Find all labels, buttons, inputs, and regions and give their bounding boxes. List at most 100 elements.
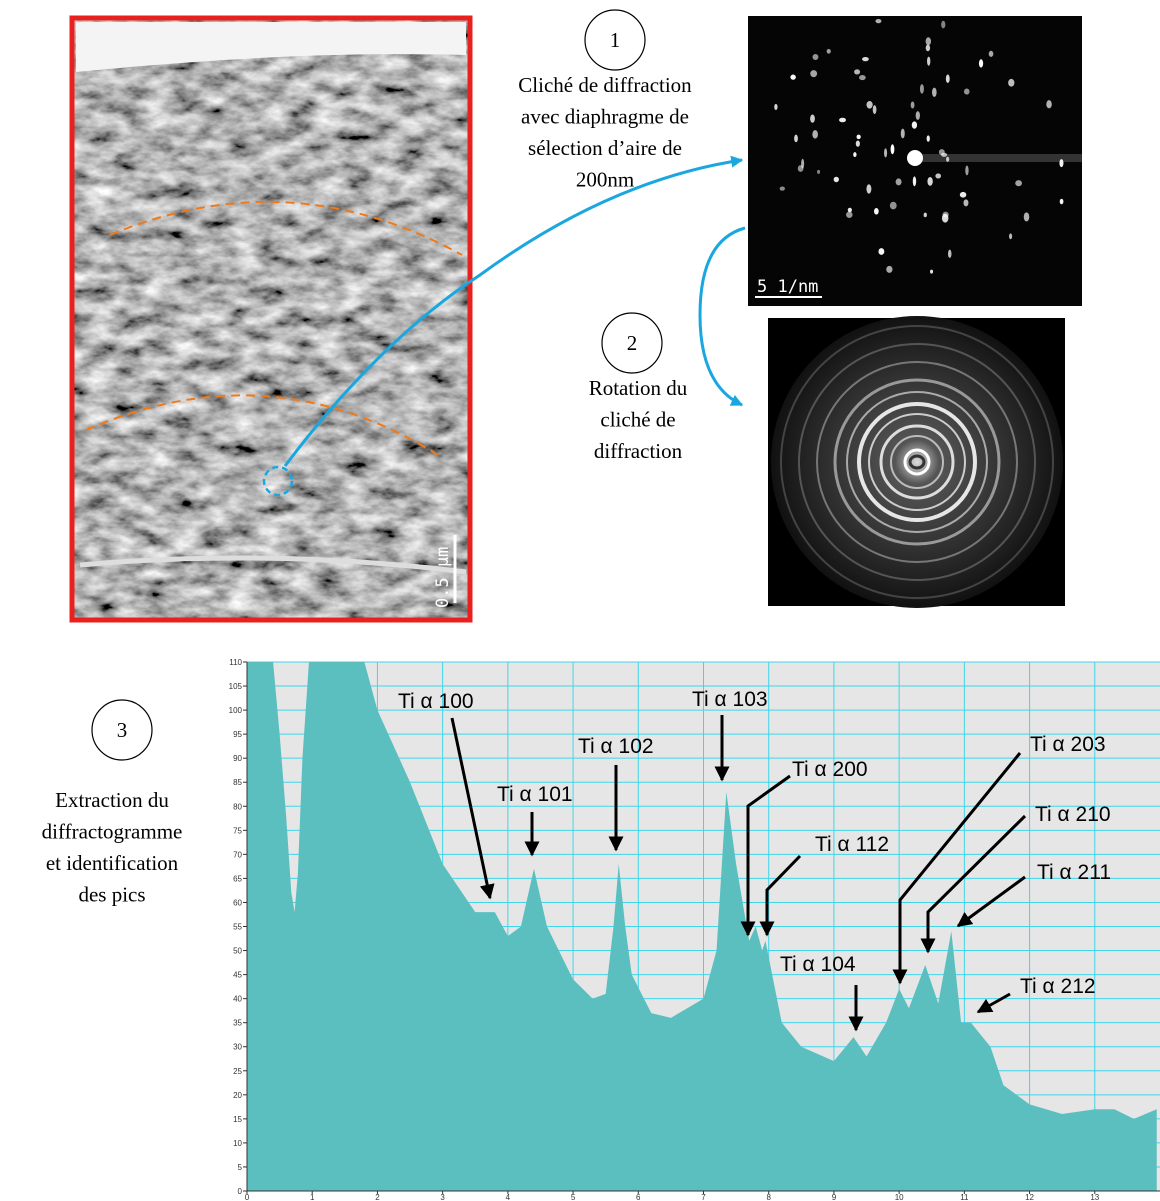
spot [895,178,902,186]
micrograph: 0.5 µm [69,15,473,623]
ring [857,402,977,522]
ring [780,325,1054,599]
spot [794,134,798,143]
y-tick-label: 25 [233,1067,242,1076]
step-caption: sélection d’aire de [528,136,682,160]
y-tick-label: 65 [233,874,242,883]
spot [963,88,970,95]
annotation: Ti α 103 [692,688,768,711]
spot [941,213,949,223]
y-tick-label: 80 [233,802,242,811]
spot [826,48,831,54]
y-tick-label: 85 [233,778,242,787]
ring [890,435,944,489]
spot [919,84,924,94]
step-number: 2 [627,331,638,355]
x-tick-label: 8 [766,1193,771,1201]
y-tick-label: 95 [233,730,242,739]
spot [965,165,969,176]
y-tick-label: 75 [233,826,242,835]
annotation: Ti α 210 [1035,803,1111,826]
x-tick-label: 5 [571,1193,576,1201]
spot [889,201,897,210]
spot [833,176,839,183]
spot [927,56,931,66]
spot [926,135,930,142]
x-tick-label: 10 [895,1193,904,1201]
step-number: 3 [117,718,128,742]
spot [925,37,932,46]
spot [810,114,815,123]
spot [810,70,818,78]
spot [1023,212,1030,222]
scale-bar-label: 0.5 µm [433,547,453,608]
step-captions: 1 Cliché de diffraction avec diaphragme de… [42,9,692,907]
annotation: Ti α 102 [578,735,654,758]
annotation: Ti α 211 [1037,861,1111,884]
step-caption: diffraction [594,439,683,463]
diffraction-pattern: 5 1/nm [748,16,1082,306]
spot [875,19,882,24]
spot [859,74,866,81]
spot [856,134,861,140]
spot [839,117,846,123]
spot [884,148,888,158]
spot [817,169,821,174]
ring-center [908,454,926,470]
spot [1008,233,1013,240]
step-circle [91,699,153,761]
spot [935,173,942,179]
spot [873,208,879,215]
x-tick-label: 9 [832,1193,837,1201]
annotation-arrow [892,752,1022,985]
spot [923,212,927,218]
annotation: Ti α 101 [497,783,573,806]
y-tick-label: 10 [233,1139,242,1148]
spot [872,105,877,115]
y-tick-label: 0 [238,1187,243,1196]
spot [925,44,931,52]
x-tick-label: 12 [1025,1193,1034,1201]
spot [854,69,861,75]
ring-pattern [768,316,1065,608]
spot [927,177,933,186]
step-caption: cliché de [600,408,675,432]
y-tick-label: 20 [233,1091,242,1100]
ring [798,343,1036,581]
step-caption: des pics [78,883,145,907]
ring [833,378,1001,546]
spot [930,269,934,274]
spot [801,158,805,169]
ring [879,424,955,500]
y-tick-label: 60 [233,898,242,907]
spot [946,156,950,162]
annotation-arrow [759,854,802,937]
y-tick-label: 70 [233,850,242,859]
step-circle [601,312,663,374]
step-caption: avec diaphragme de [521,105,689,129]
spot [947,249,952,259]
spot [963,199,969,207]
rotation-arrow [698,226,746,407]
spot [911,121,918,129]
y-tick-label: 100 [229,706,243,715]
step-caption: et identification [46,851,179,875]
spot [978,59,984,68]
step-number: 1 [610,28,621,52]
area [247,662,1157,1191]
spot [878,248,885,255]
annotation: Ti α 100 [398,690,474,713]
spot [862,57,869,62]
spot [1008,78,1015,87]
annotation: Ti α 104 [780,953,856,976]
spot [847,207,852,213]
scale-bar-label: 5 1/nm [757,277,818,297]
spot [910,101,915,109]
spot [866,184,872,194]
spot [890,144,895,155]
annotation: Ti α 212 [1020,975,1096,998]
spot [988,50,994,57]
spot [1059,159,1064,168]
step-caption: diffractogramme [42,820,183,844]
y-tick-label: 110 [229,658,242,667]
